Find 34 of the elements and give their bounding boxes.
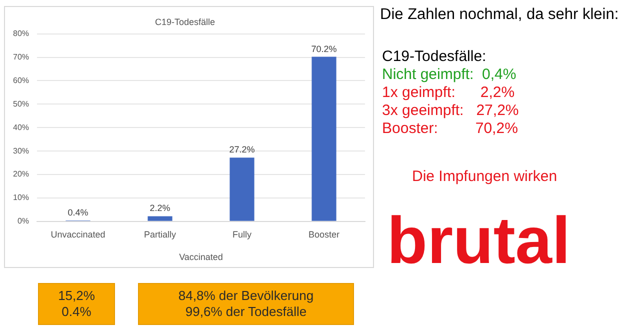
text: 0.4% xyxy=(62,304,92,320)
text: brutal xyxy=(387,202,570,279)
data-label: 27.2% xyxy=(229,144,255,155)
y-tick-label: 50% xyxy=(12,99,30,108)
y-tick-label: 20% xyxy=(12,170,30,179)
x-tick-label: Partially xyxy=(144,229,177,240)
text: Die Impfungen wirken xyxy=(412,168,558,185)
y-tick-label: 80% xyxy=(12,29,30,38)
chart-title: C19-Todesfälle xyxy=(154,16,216,27)
text: C19-Todesfälle: xyxy=(382,48,486,65)
text: Nicht geimpft: 0,4% xyxy=(382,66,516,83)
text: 1x geimpft: 2,2% xyxy=(382,84,515,101)
y-tick-label: 10% xyxy=(12,193,30,202)
y-tick-label: 60% xyxy=(12,76,30,85)
y-tick-label: 30% xyxy=(12,146,30,156)
x-tick-label: Unvaccinated xyxy=(50,229,106,240)
y-tick-label: 0% xyxy=(17,216,30,226)
text: 15,2% xyxy=(58,288,95,304)
text: Die Zahlen nochmal, da sehr klein: xyxy=(380,6,619,24)
text: 99,6% der Todesfälle xyxy=(185,304,307,320)
y-tick-label: 40% xyxy=(12,122,30,132)
text: 3x geeimpft: 27,2% xyxy=(382,102,519,119)
x-tick-label: Fully xyxy=(232,229,252,240)
data-label: 0.4% xyxy=(68,207,88,218)
text: Booster: 70,2% xyxy=(382,120,518,137)
x-tick-label: Booster xyxy=(308,229,340,240)
text: 84,8% der Bevölkerung xyxy=(178,288,314,304)
data-label: 2.2% xyxy=(150,203,170,214)
x-axis-title: Vaccinated xyxy=(179,252,223,262)
bar xyxy=(148,216,172,221)
bar xyxy=(312,56,336,221)
y-tick-label: 70% xyxy=(12,52,30,62)
bar xyxy=(230,158,254,221)
data-label: 70.2% xyxy=(311,44,337,54)
